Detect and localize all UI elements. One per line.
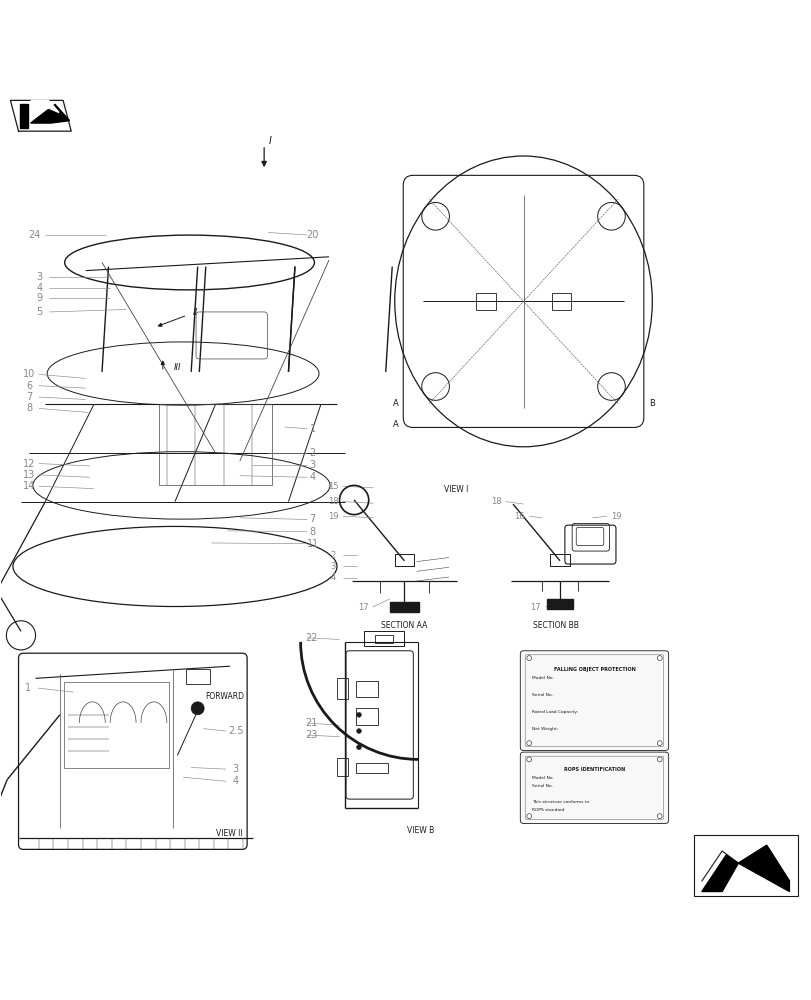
Text: 7: 7: [26, 392, 32, 402]
Bar: [363, 631, 404, 646]
Circle shape: [356, 745, 361, 750]
Text: A: A: [392, 420, 397, 429]
Text: B: B: [648, 399, 654, 408]
Text: SECTION AA: SECTION AA: [380, 621, 427, 630]
Text: I: I: [269, 136, 272, 146]
Bar: [375, 635, 393, 643]
Text: 1: 1: [309, 424, 315, 434]
Bar: [64, 682, 169, 768]
Text: 23: 23: [305, 730, 317, 740]
Text: 8: 8: [26, 403, 32, 413]
Text: This structure conforms to: This structure conforms to: [531, 800, 589, 804]
Text: 2: 2: [330, 551, 335, 560]
Bar: [389, 602, 418, 612]
Text: 11: 11: [307, 539, 319, 549]
Text: 4: 4: [36, 283, 43, 293]
Text: 12: 12: [23, 459, 35, 469]
Text: 9: 9: [36, 293, 43, 303]
Text: 20: 20: [307, 230, 319, 240]
Text: Serial No.: Serial No.: [531, 784, 552, 788]
Text: 21: 21: [305, 718, 317, 728]
Text: Model No.: Model No.: [531, 676, 553, 680]
Bar: [159, 404, 272, 485]
Text: 2: 2: [309, 448, 315, 458]
Polygon shape: [701, 855, 737, 892]
Text: 18: 18: [328, 497, 338, 506]
Text: III: III: [174, 363, 181, 372]
Bar: [185, 669, 209, 684]
Circle shape: [191, 702, 204, 715]
Bar: [394, 554, 414, 566]
Text: 14: 14: [23, 481, 35, 491]
Text: 1: 1: [25, 683, 32, 693]
FancyBboxPatch shape: [520, 651, 667, 750]
FancyBboxPatch shape: [520, 752, 667, 823]
Text: 18: 18: [491, 497, 501, 506]
Text: 17: 17: [358, 603, 368, 612]
Text: VIEW II: VIEW II: [216, 829, 242, 838]
Bar: [355, 681, 378, 697]
Text: FORWARD: FORWARD: [205, 692, 244, 701]
Text: FALLING OBJECT PROTECTION: FALLING OBJECT PROTECTION: [553, 667, 635, 672]
Text: 3: 3: [233, 764, 238, 774]
Text: 19: 19: [611, 512, 621, 521]
Text: Rated Load Capacity:: Rated Load Capacity:: [531, 710, 577, 714]
Text: ROPS standard: ROPS standard: [531, 808, 564, 812]
Bar: [355, 708, 378, 725]
Text: 6: 6: [26, 381, 32, 391]
Text: VIEW I: VIEW I: [444, 485, 468, 494]
Text: 19: 19: [328, 512, 338, 521]
Text: ROPS IDENTIFICATION: ROPS IDENTIFICATION: [563, 767, 624, 772]
Polygon shape: [737, 845, 788, 892]
Text: SECTION BB: SECTION BB: [532, 621, 578, 630]
Bar: [337, 758, 348, 776]
Bar: [550, 554, 569, 566]
Text: 7: 7: [309, 514, 315, 524]
Text: II: II: [192, 308, 198, 317]
Polygon shape: [20, 104, 28, 128]
Bar: [337, 678, 348, 699]
Text: 16: 16: [513, 512, 524, 521]
Circle shape: [356, 712, 361, 717]
Text: Serial No.: Serial No.: [531, 693, 552, 697]
Text: 24: 24: [28, 230, 41, 240]
Bar: [547, 599, 573, 609]
Text: A: A: [392, 399, 397, 408]
Polygon shape: [31, 104, 70, 123]
Bar: [475, 293, 495, 310]
Bar: [693, 835, 796, 896]
Text: 22: 22: [305, 633, 317, 643]
Text: 15: 15: [328, 482, 338, 491]
Text: 4: 4: [330, 573, 335, 582]
Text: Model No.: Model No.: [531, 776, 553, 780]
Text: 2.5: 2.5: [228, 726, 243, 736]
Text: 4: 4: [309, 472, 315, 482]
Text: 8: 8: [309, 527, 315, 537]
Text: 3: 3: [330, 562, 335, 571]
Text: 17: 17: [530, 603, 540, 612]
Text: Net Weight:: Net Weight:: [531, 727, 557, 731]
Text: VIEW B: VIEW B: [406, 826, 434, 835]
Text: 3: 3: [309, 460, 315, 470]
Bar: [551, 293, 570, 310]
Polygon shape: [31, 100, 59, 113]
Bar: [355, 763, 388, 773]
Text: 3: 3: [36, 272, 43, 282]
Text: 4: 4: [233, 776, 238, 786]
Text: 13: 13: [23, 470, 35, 480]
Text: 10: 10: [23, 369, 35, 379]
Circle shape: [356, 729, 361, 733]
Text: 5: 5: [36, 307, 43, 317]
